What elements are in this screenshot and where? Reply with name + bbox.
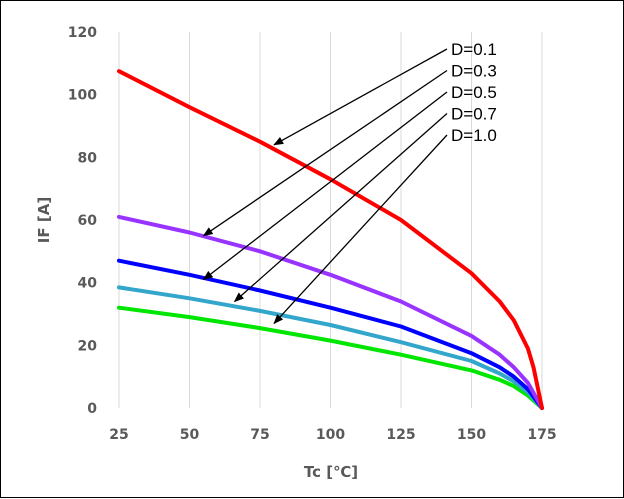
annotation-label-D=0.3: D=0.3 xyxy=(451,62,497,81)
x-tick-labels: 25 50 75 100 125 150 175 xyxy=(109,427,556,443)
x-axis-title: Tc [℃] xyxy=(304,463,358,481)
x-tick-label: 50 xyxy=(180,427,200,443)
y-tick-label: 20 xyxy=(78,338,98,354)
x-tick-label: 100 xyxy=(316,427,345,443)
annotation-arrow-D=0.5 xyxy=(204,92,447,280)
x-tick-label: 175 xyxy=(527,427,556,443)
y-tick-label: 60 xyxy=(78,213,98,229)
annotation-label-D=0.7: D=0.7 xyxy=(451,105,497,124)
annotation-arrow-D=0.7 xyxy=(235,114,447,302)
x-tick-label: 25 xyxy=(109,427,128,443)
x-tick-label: 75 xyxy=(250,427,269,443)
y-tick-label: 120 xyxy=(68,25,97,41)
y-tick-label: 80 xyxy=(78,150,98,166)
annotation-label-D=0.1: D=0.1 xyxy=(451,40,497,59)
y-tick-label: 40 xyxy=(78,276,98,292)
y-tick-label: 0 xyxy=(87,401,97,417)
annotation-label-D=0.5: D=0.5 xyxy=(451,83,497,102)
annotation-label-D=1.0: D=1.0 xyxy=(451,126,497,145)
annotation-arrow-D=0.1 xyxy=(274,49,447,145)
y-axis-title: IF [A] xyxy=(35,197,53,243)
y-tick-label: 100 xyxy=(68,88,97,104)
annotation-arrow-D=0.3 xyxy=(204,71,447,236)
x-tick-label: 125 xyxy=(386,427,415,443)
y-tick-labels: 0 20 40 60 80 100 120 xyxy=(68,25,97,417)
x-tick-label: 150 xyxy=(457,427,486,443)
